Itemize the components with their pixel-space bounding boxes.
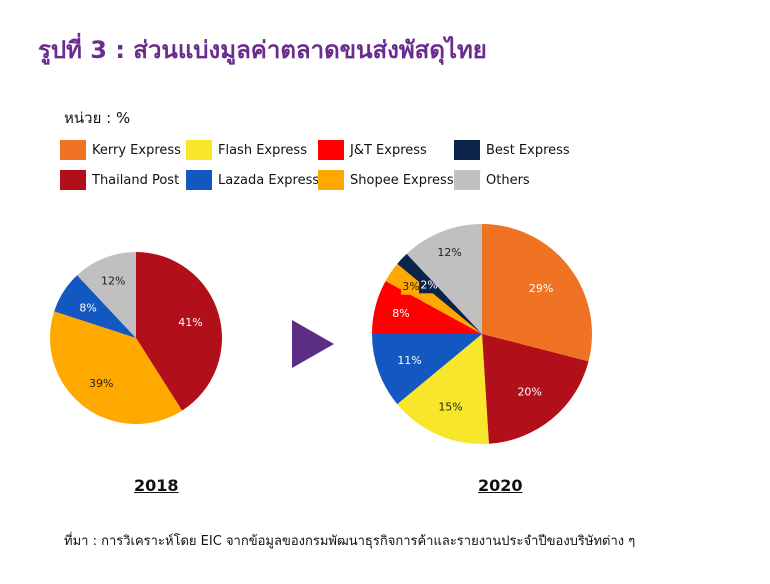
legend-label: Flash Express bbox=[218, 142, 307, 158]
legend-label: J&T Express bbox=[350, 142, 427, 158]
legend-label: Others bbox=[486, 172, 530, 188]
pie-slice-others bbox=[406, 224, 482, 334]
pie-slice-thailand-post bbox=[482, 334, 589, 444]
legend-swatch bbox=[186, 170, 212, 190]
legend-label: Kerry Express bbox=[92, 142, 181, 158]
pie-data-label: 8% bbox=[79, 302, 96, 315]
pie-data-label: 12% bbox=[101, 274, 125, 287]
unit-label: หน่วย : % bbox=[64, 109, 131, 127]
legend-label: Shopee Express bbox=[350, 172, 454, 188]
pie-slice-flash-express bbox=[397, 334, 489, 444]
legend-item-best-express: Best Express bbox=[454, 140, 570, 160]
legend-swatch bbox=[454, 140, 480, 160]
legend-label: Thailand Post bbox=[92, 172, 180, 188]
legend-swatch bbox=[186, 140, 212, 160]
legend-item-thailand-post: Thailand Post bbox=[60, 170, 179, 190]
pie-label-box bbox=[401, 276, 422, 295]
source-note: ที่มา : การวิเคราะห์โดย EIC จากข้อมูลของ… bbox=[64, 534, 636, 549]
legend-swatch bbox=[318, 140, 344, 160]
legend-item-shopee-express: Shopee Express bbox=[318, 170, 454, 190]
pie-data-label: 3% bbox=[402, 280, 419, 293]
year-label-2020: 2020 bbox=[478, 476, 523, 495]
arrow-right-icon bbox=[292, 320, 334, 368]
pie-chart-2020: 29%20%15%11%8%3% 2%12% bbox=[372, 224, 592, 444]
pie-data-label: 15% bbox=[438, 401, 462, 414]
legend-item-kerry-express: Kerry Express bbox=[60, 140, 181, 160]
pie-data-label: 41% bbox=[178, 316, 202, 329]
pie-data-label: 8% bbox=[392, 307, 409, 320]
legend-swatch bbox=[454, 170, 480, 190]
legend-label: Lazada Express bbox=[218, 172, 320, 188]
pie-chart-2018: 41% 39% 8% 12% bbox=[50, 252, 222, 424]
legend-item-j-t-express: J&T Express bbox=[318, 140, 427, 160]
pie-data-label: 39% bbox=[89, 377, 113, 390]
legend-item-lazada-express: Lazada Express bbox=[186, 170, 319, 190]
legend-swatch bbox=[60, 140, 86, 160]
pie-data-label: 11% bbox=[397, 354, 421, 367]
pie-slice-others bbox=[77, 252, 136, 338]
legend-item-others: Others bbox=[454, 170, 530, 190]
legend-label: Best Express bbox=[486, 142, 570, 158]
pie-data-label: 29% bbox=[529, 282, 553, 295]
legend-swatch bbox=[318, 170, 344, 190]
pie-slice-lazada-express bbox=[372, 334, 482, 405]
year-label-2018: 2018 bbox=[134, 476, 179, 495]
pie-data-label: 20% bbox=[517, 386, 541, 399]
legend-swatch bbox=[60, 170, 86, 190]
pie-slice-best-express bbox=[397, 253, 482, 334]
pie-slice-shopee-express bbox=[50, 311, 183, 424]
pie-slice-lazada-express bbox=[54, 275, 137, 338]
pie-slice-thailand-post bbox=[136, 252, 222, 411]
pie-data-label: 12% bbox=[437, 246, 461, 259]
chart-title: รูปที่ 3 : ส่วนแบ่งมูลค่าตลาดขนส่งพัสดุไ… bbox=[38, 36, 487, 64]
pie-slice-kerry-express bbox=[482, 224, 592, 362]
legend-item-flash-express: Flash Express bbox=[186, 140, 307, 160]
pie-slice-j-t-express bbox=[372, 281, 482, 334]
